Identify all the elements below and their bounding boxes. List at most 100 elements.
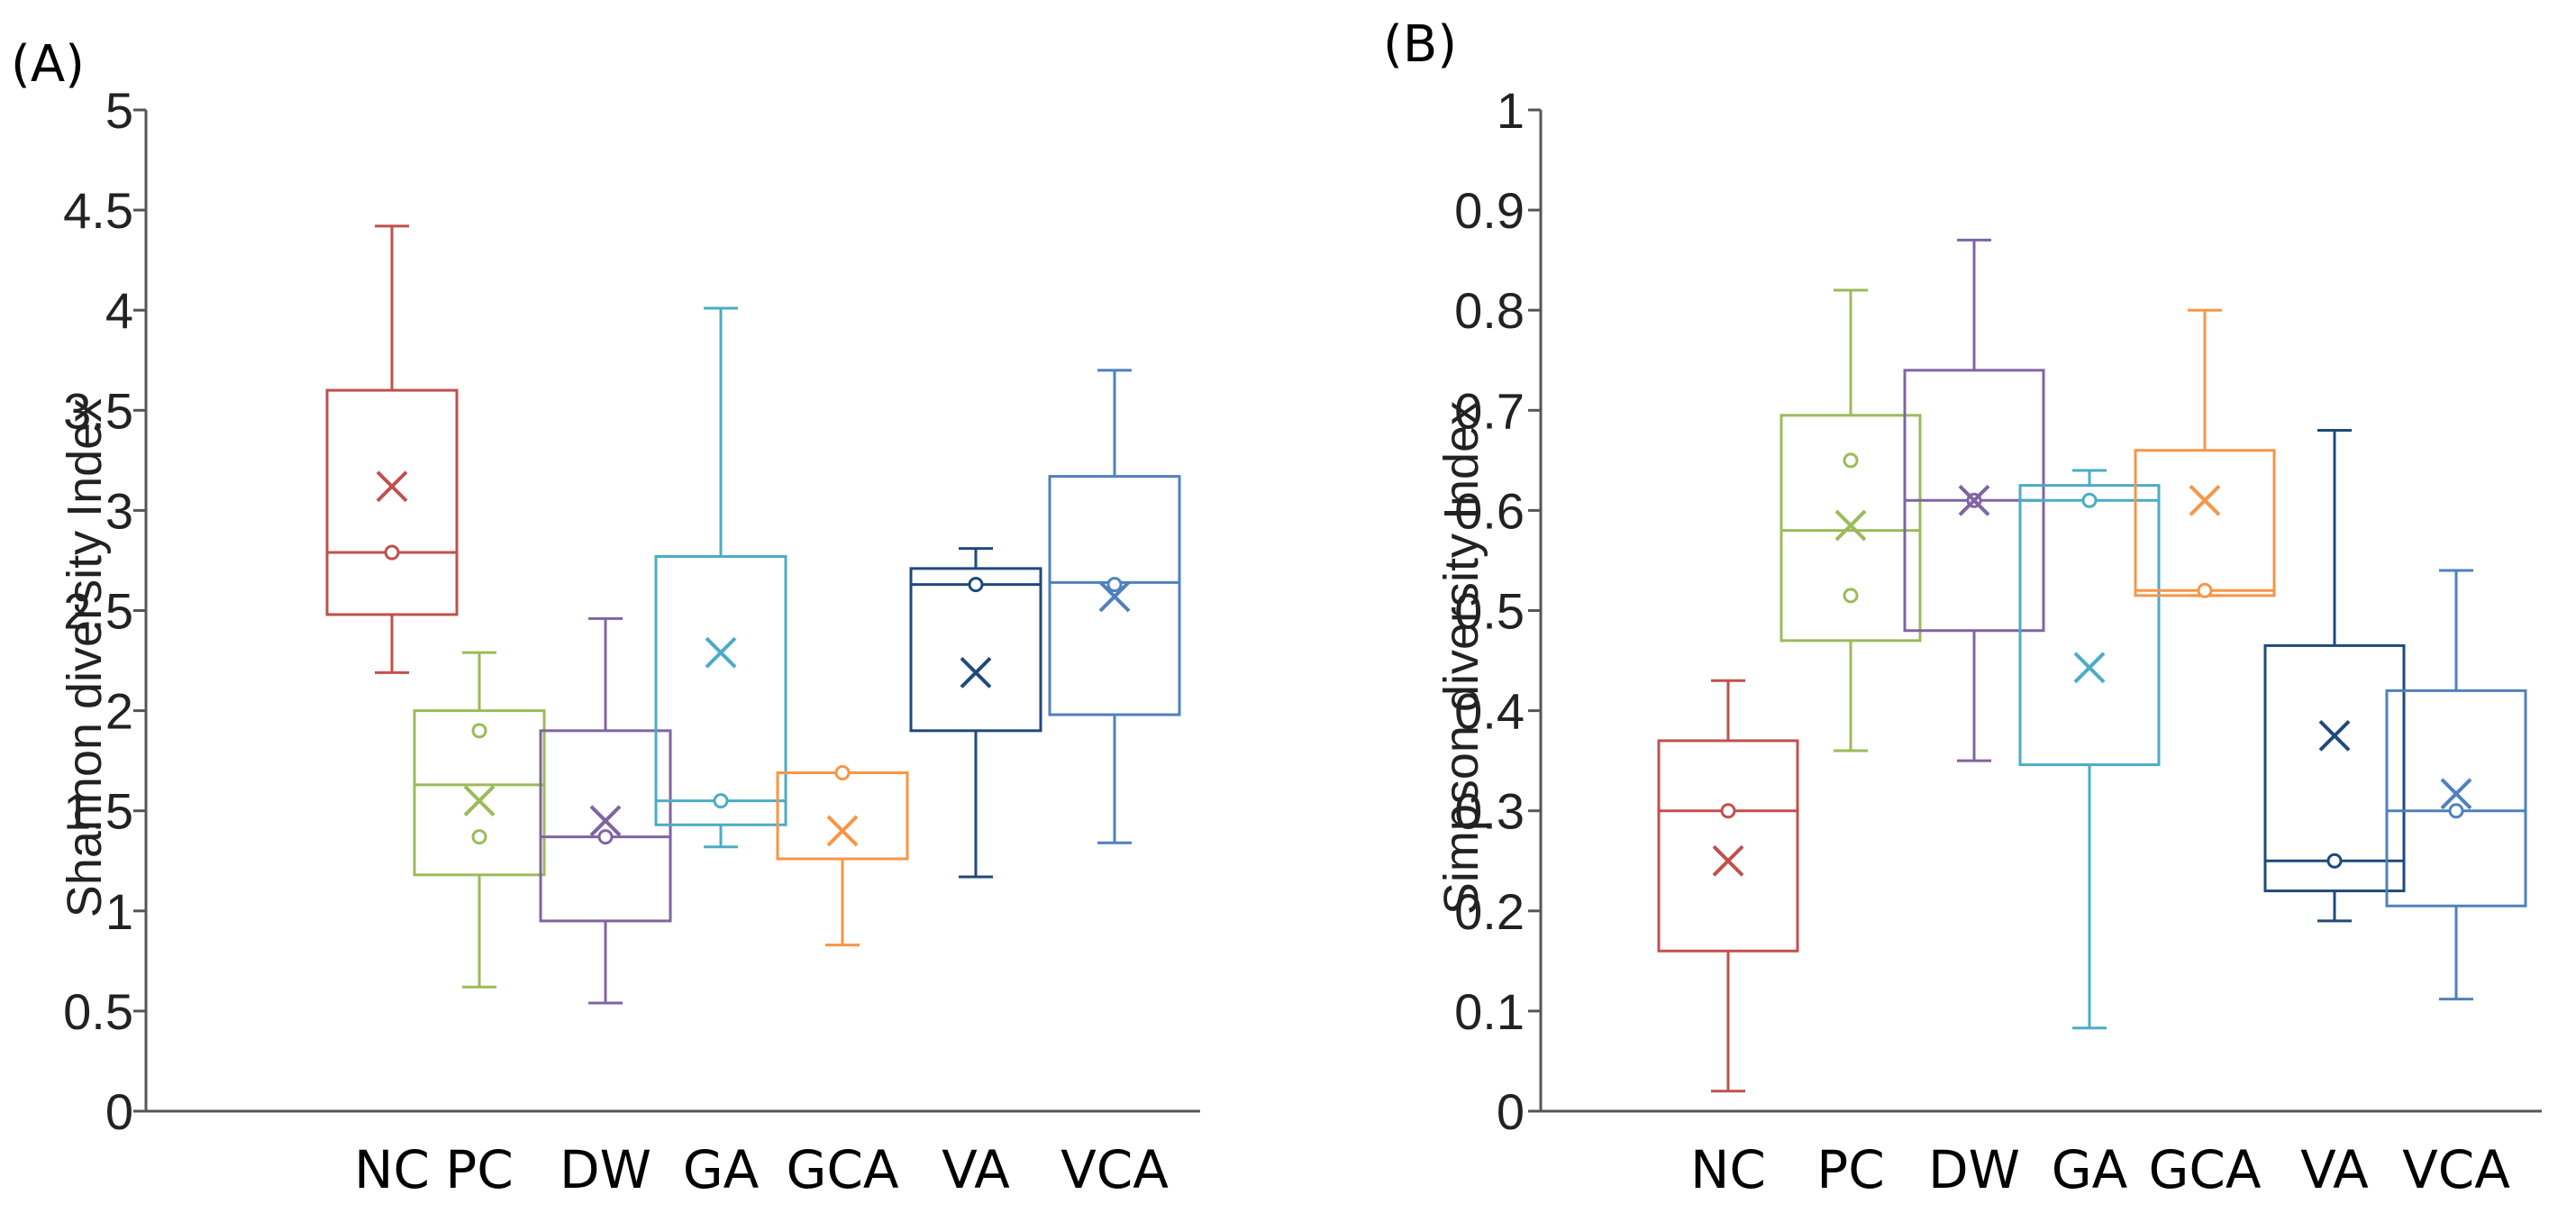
y-tick-label: 0.7 <box>1454 382 1525 439</box>
box-dw <box>1903 238 2045 762</box>
panel-b: (B) Simpson diversity Index 0 0.1 0.2 0.3 0.… <box>1383 15 2542 1200</box>
box-pc <box>1780 288 1922 752</box>
iqr-box <box>1048 475 1181 716</box>
category-label-nc: NC <box>354 1139 430 1200</box>
mean-marker <box>1958 484 1990 516</box>
box-nc <box>325 224 459 674</box>
data-point <box>2326 853 2343 869</box>
category-label-pc: PC <box>445 1139 513 1200</box>
data-point <box>834 764 851 780</box>
category-label-gca: GCA <box>2148 1139 2261 1200</box>
mean-marker <box>2318 719 2351 752</box>
y-tick-label: 0 <box>105 1083 133 1140</box>
y-tick-label: 4.5 <box>63 182 133 239</box>
category-label-vca: VCA <box>1060 1139 1169 1200</box>
category-labels-b: NC PC DW GA GCA VA VCA <box>1690 1139 2510 1200</box>
box-va <box>909 547 1042 879</box>
box-ga <box>2018 469 2161 1030</box>
mean-marker <box>463 785 496 817</box>
iqr-box <box>2018 484 2161 767</box>
y-tick-label: 2 <box>105 683 133 740</box>
mean-marker <box>376 470 408 503</box>
data-point <box>1720 803 1736 819</box>
iqr-box <box>413 709 546 877</box>
iqr-box <box>909 567 1042 733</box>
mean-marker <box>1098 580 1131 613</box>
box-vca <box>1048 369 1181 844</box>
iqr-box <box>2385 689 2527 907</box>
category-label-va: VA <box>2300 1139 2369 1200</box>
y-tick-label: 1 <box>1497 82 1525 139</box>
category-label-ga: GA <box>2052 1139 2128 1200</box>
data-point <box>2081 492 2098 508</box>
iqr-box <box>776 771 909 861</box>
data-point <box>1106 577 1123 593</box>
y-tick-label: 5 <box>105 82 133 139</box>
iqr-box <box>2134 449 2276 597</box>
category-label-vca: VCA <box>2402 1139 2510 1200</box>
mean-marker <box>826 815 859 847</box>
box-ga <box>654 306 787 849</box>
mean-marker <box>589 805 622 837</box>
category-label-va: VA <box>942 1139 1010 1200</box>
mean-marker <box>960 656 992 689</box>
y-tick-label: 0.5 <box>63 983 133 1040</box>
iqr-box <box>2263 643 2406 893</box>
iqr-box <box>325 388 459 616</box>
data-point <box>2197 582 2213 598</box>
y-axis-title-b: Simpson diversity Index <box>1434 401 1488 915</box>
y-axis-title-a: Shannon diversity Index <box>58 398 112 917</box>
panel-label-a: (A) <box>11 35 85 94</box>
mean-marker <box>1834 509 1867 542</box>
data-point <box>968 577 984 593</box>
mean-marker <box>2440 778 2472 810</box>
data-point <box>597 829 614 845</box>
panel-label-b: (B) <box>1383 15 1457 74</box>
box-gca <box>776 764 909 947</box>
y-tick-label: 0.1 <box>1454 983 1525 1040</box>
y-tick-label: 2.5 <box>63 583 133 640</box>
y-tick-label: 1 <box>105 883 133 940</box>
box-vca <box>2385 569 2527 1001</box>
iqr-box <box>1780 414 1922 643</box>
box-dw <box>539 616 672 1005</box>
box-nc <box>1657 679 1799 1093</box>
category-label-dw: DW <box>1928 1139 2020 1200</box>
y-tick-label: 4 <box>105 282 133 339</box>
data-point <box>1843 588 1859 604</box>
data-point <box>713 793 729 809</box>
box-pc <box>413 651 546 989</box>
y-tick-label: 0.3 <box>1454 783 1525 840</box>
y-tick-label: 0.8 <box>1454 282 1525 339</box>
category-label-pc: PC <box>1816 1139 1884 1200</box>
data-point <box>2448 803 2464 819</box>
data-point <box>471 829 487 845</box>
category-label-gca: GCA <box>786 1139 898 1200</box>
iqr-box <box>539 729 672 923</box>
iqr-box <box>1657 739 1799 953</box>
mean-marker <box>2189 484 2221 516</box>
data-point <box>471 723 487 739</box>
mean-marker <box>2073 652 2106 684</box>
category-labels-a: NC PC DW GA GCA VA VCA <box>354 1139 1169 1200</box>
y-ticks-b: 0 0.1 0.2 0.3 0.4 0.5 0.6 0.7 0.8 0.9 1 <box>1454 82 2542 1140</box>
box-va <box>2263 429 2406 923</box>
y-tick-label: 3 <box>105 482 133 539</box>
y-tick-label: 0.6 <box>1454 482 1525 539</box>
y-tick-label: 0.5 <box>1454 583 1525 640</box>
mean-marker <box>705 636 737 669</box>
panel-a: (A) Shannon diversity Index 0 0.5 1 1.5 2 2.5… <box>11 35 1200 1200</box>
y-tick-label: 0.2 <box>1454 883 1525 940</box>
y-tick-label: 0.4 <box>1454 683 1525 740</box>
y-tick-label: 0 <box>1497 1083 1525 1140</box>
box-gca <box>2134 308 2276 598</box>
data-point <box>1843 452 1859 469</box>
y-tick-label: 1.5 <box>63 783 133 840</box>
iqr-box <box>654 555 787 826</box>
category-label-ga: GA <box>683 1139 760 1200</box>
y-tick-label: 0.9 <box>1454 182 1525 239</box>
y-ticks-a: 0 0.5 1 1.5 2 2.5 3 3.5 4 4.5 5 <box>63 82 1200 1140</box>
category-label-dw: DW <box>560 1139 651 1200</box>
category-label-nc: NC <box>1690 1139 1766 1200</box>
